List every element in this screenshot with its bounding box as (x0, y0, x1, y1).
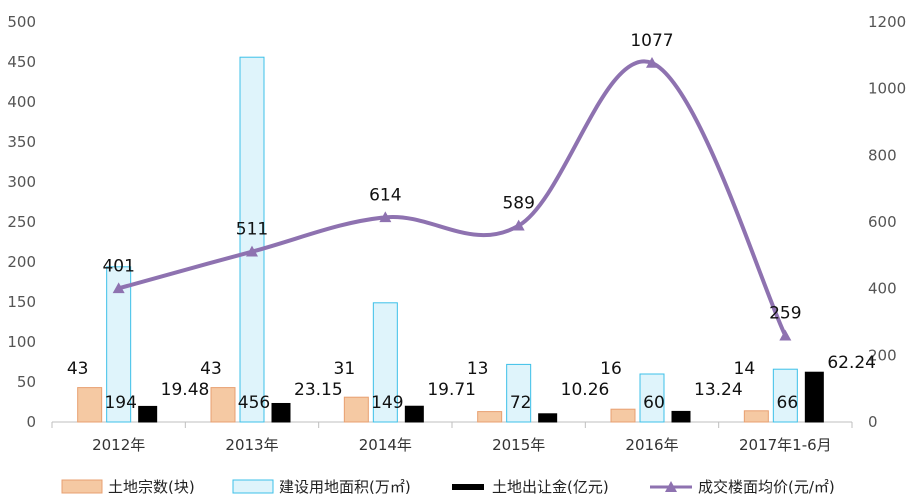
bar-data-label: 16 (600, 359, 622, 379)
legend-swatch (452, 484, 484, 490)
line-point-marker (379, 211, 392, 223)
bar-1-3 (506, 363, 532, 423)
left-tick-label: 50 (17, 373, 36, 391)
price-line (116, 59, 788, 338)
bar-2-2 (404, 405, 424, 423)
legend-label: 土地出让金(亿元) (492, 478, 609, 496)
legend-swatch (232, 479, 274, 494)
bar-data-label: 14 (734, 359, 756, 379)
bar-2-5 (804, 371, 824, 423)
bar-data-label: 456 (238, 393, 270, 413)
line-data-label: 589 (502, 194, 534, 214)
legend-swatch (61, 479, 103, 494)
bar-data-label: 13.24 (694, 380, 743, 400)
data-labels: 43 43 31 13 16 14 194 456 149 72 60 66 19.48 23.15 19.… (67, 31, 876, 413)
bar-data-label: 60 (643, 393, 665, 413)
line-data-label: 614 (369, 185, 401, 205)
left-tick-label: 100 (7, 333, 36, 351)
bar-data-label: 62.24 (827, 353, 876, 373)
right-axis: 0 200 400 600 800 1000 1200 (868, 13, 906, 431)
right-tick-label: 1000 (868, 80, 906, 98)
bar-data-label: 66 (777, 393, 799, 413)
bar-0-5 (743, 410, 769, 423)
left-tick-label: 450 (7, 53, 36, 71)
bar-2-1 (271, 402, 291, 423)
category-label: 2014年 (359, 436, 412, 454)
right-tick-label: 1200 (868, 13, 906, 31)
line-point-marker (112, 282, 125, 294)
bar-0-3 (477, 411, 503, 423)
right-tick-label: 400 (868, 280, 897, 298)
category-label: 2016年 (625, 436, 678, 454)
bar-data-label: 23.15 (294, 380, 343, 400)
left-tick-label: 300 (7, 173, 36, 191)
line-series (112, 57, 792, 341)
bar-0-1 (210, 387, 236, 423)
bar-2-0 (138, 405, 158, 423)
bar-data-label: 149 (371, 393, 403, 413)
bars (77, 56, 824, 423)
bar-data-label: 72 (510, 393, 532, 413)
left-tick-label: 250 (7, 213, 36, 231)
bar-1-5 (772, 368, 798, 423)
left-tick-label: 500 (7, 13, 36, 31)
bar-1-4 (639, 373, 665, 423)
bar-1-1 (239, 56, 265, 423)
left-tick-label: 200 (7, 253, 36, 271)
left-tick-label: 350 (7, 133, 36, 151)
bar-2-3 (538, 413, 558, 423)
left-axis: 0 50 100 150 200 250 300 350 400 450 500 (7, 13, 36, 431)
bar-2-4 (671, 410, 691, 423)
right-tick-label: 0 (868, 413, 878, 431)
bar-data-label: 194 (104, 393, 136, 413)
line-data-label: 401 (102, 256, 134, 276)
line-data-label: 1077 (630, 31, 673, 51)
left-tick-label: 400 (7, 93, 36, 111)
legend-label: 土地宗数(块) (108, 478, 195, 496)
category-label: 2017年1-6月 (739, 436, 832, 454)
bar-0-2 (343, 396, 369, 423)
right-tick-label: 800 (868, 146, 897, 164)
legend: 土地宗数(块) 建设用地面积(万㎡) 土地出让金(亿元) 成交楼面均价(元/㎡) (61, 478, 835, 496)
bar-1-2 (372, 302, 398, 423)
left-tick-label: 150 (7, 293, 36, 311)
bar-data-label: 19.48 (161, 380, 210, 400)
bar-data-label: 19.71 (427, 380, 476, 400)
line-point-marker (646, 57, 658, 68)
line-point-marker (779, 329, 792, 341)
category-label: 2015年 (492, 436, 545, 454)
line-point-marker (246, 245, 258, 257)
line-point-marker (512, 219, 525, 231)
bar-data-label: 43 (67, 359, 89, 379)
bar-0-4 (610, 408, 636, 423)
line-data-label: 259 (769, 304, 801, 324)
category-label: 2013年 (225, 436, 278, 454)
right-tick-label: 200 (868, 346, 897, 364)
legend-marker (665, 481, 677, 492)
legend-label: 建设用地面积(万㎡) (279, 478, 411, 496)
category-label: 2012年 (92, 436, 145, 454)
right-tick-label: 600 (868, 213, 897, 231)
bar-data-label: 31 (334, 359, 356, 379)
bar-0-0 (77, 387, 103, 423)
line-data-label: 511 (236, 220, 268, 240)
left-tick-label: 0 (26, 413, 36, 431)
bar-data-label: 10.26 (561, 380, 610, 400)
bar-data-label: 13 (467, 359, 489, 379)
bar-data-label: 43 (200, 359, 222, 379)
x-axis-ticks: 2012年 2013年 2014年 2015年 2016年 2017年1-6月 (51, 422, 853, 454)
legend-label: 成交楼面均价(元/㎡) (698, 478, 835, 496)
